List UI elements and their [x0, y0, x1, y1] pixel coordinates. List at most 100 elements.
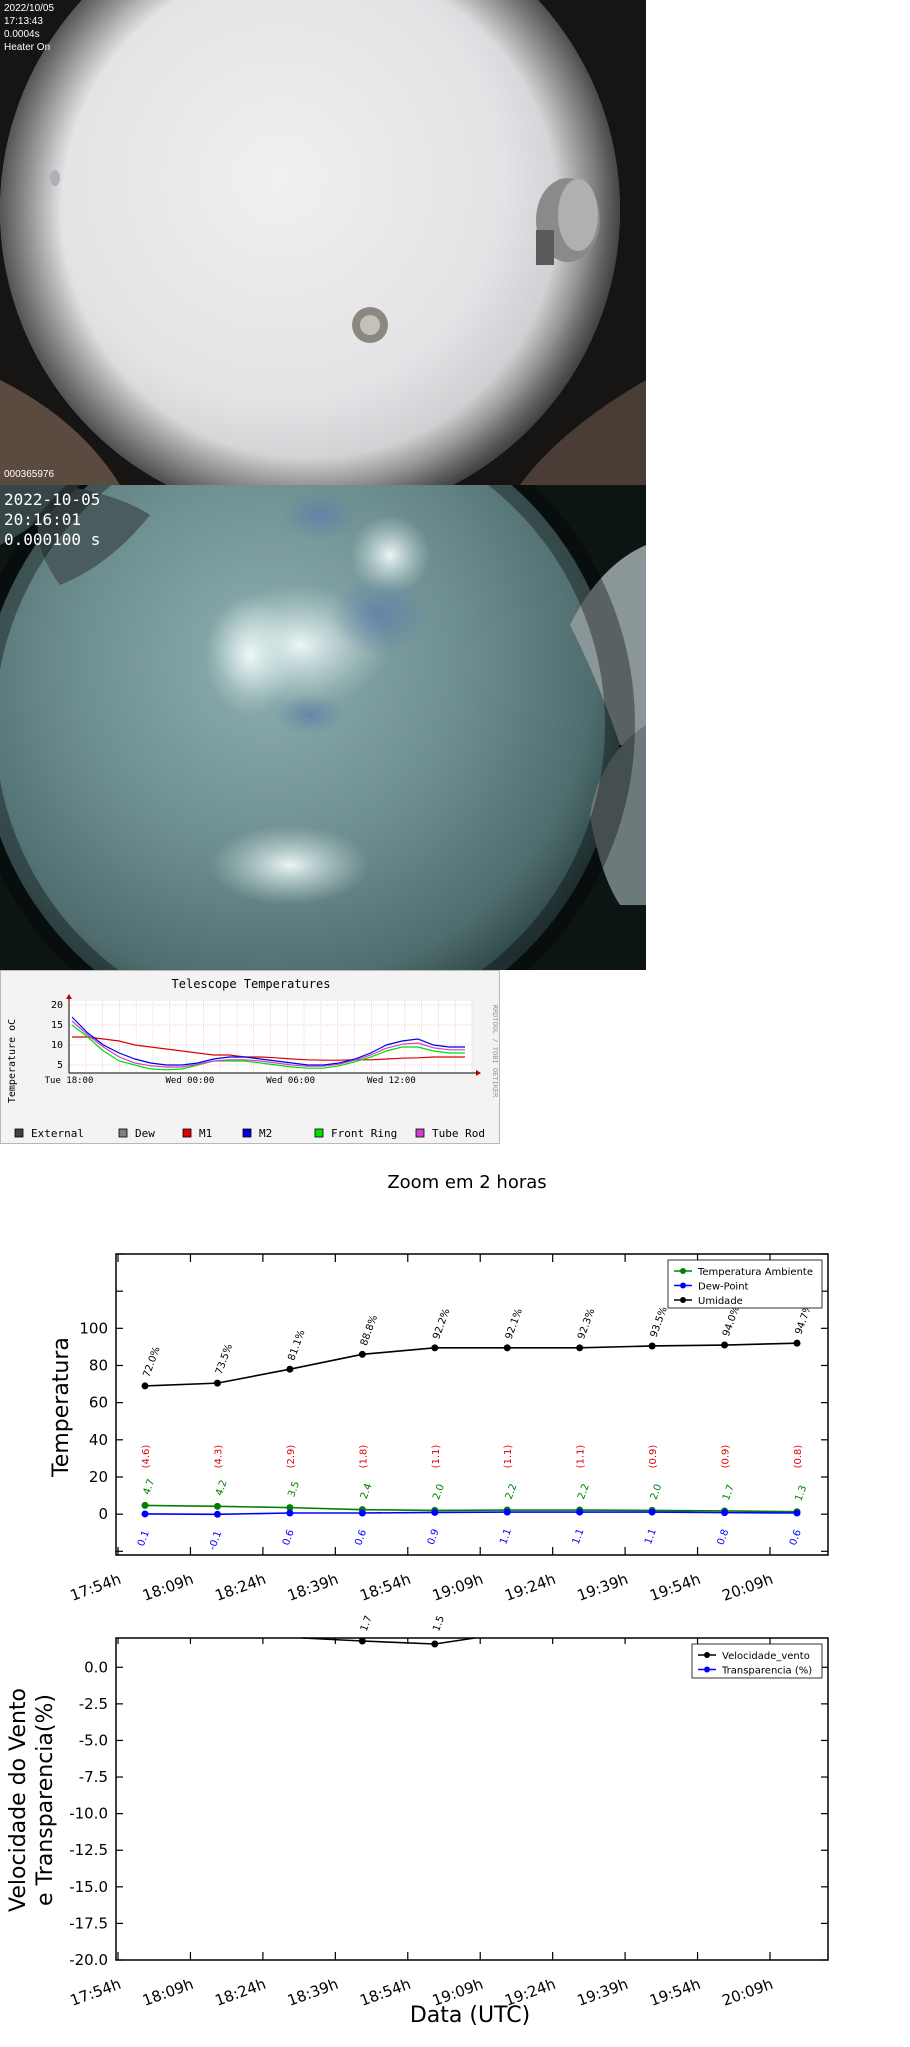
top-legend-label: Umidade [698, 1296, 743, 1307]
top-series-line [144, 1511, 798, 1516]
top-difference-label: (4.6) [141, 1445, 152, 1469]
top-difference-label: (1.1) [431, 1445, 442, 1469]
telescope-series-line [71, 1024, 465, 1071]
top-x-tick-label: 19:54h [647, 1570, 703, 1605]
top-series-point [141, 1501, 149, 1509]
telescope-legend-label: Dew [135, 1127, 155, 1140]
top-series-point [431, 1344, 439, 1352]
allsky-camera-1-image: 2022/10/05 17:13:43 0.0004s Heater On 00… [0, 0, 646, 485]
top-series-point [141, 1510, 149, 1518]
bottom-x-tick-label: 18:24h [213, 1975, 269, 2010]
top-series-data-label: 1.1 [643, 1527, 659, 1546]
top-series-data-label: 2.0 [649, 1483, 665, 1502]
top-series-point [213, 1502, 221, 1510]
bottom-y-tick-label: -17.5 [69, 1914, 108, 1932]
telescope-legend-swatch [182, 1128, 192, 1138]
top-legend-marker [680, 1282, 686, 1289]
top-series-point [503, 1344, 511, 1352]
bottom-x-tick-label: 19:54h [647, 1975, 703, 2010]
camera-1-time: 17:13:43 [4, 16, 43, 27]
top-series-data-label: 2.2 [504, 1482, 520, 1501]
telescope-y-tick-label: 20 [51, 1000, 63, 1011]
top-series-data-label: 1.3 [793, 1484, 809, 1503]
top-difference-label: (2.9) [286, 1445, 297, 1469]
telescope-temperatures-chart: Telescope Temperatures Temperature oC RR… [0, 970, 500, 1144]
top-legend-label: Dew-Point [698, 1282, 749, 1293]
top-series-point [141, 1382, 149, 1390]
bottom-x-tick-label: 18:39h [285, 1975, 341, 2010]
top-series-data-label: 1.1 [498, 1527, 514, 1546]
camera-1-date: 2022/10/05 [4, 3, 55, 14]
top-series-data-label: 4.7 [141, 1478, 157, 1497]
top-series-point [576, 1344, 584, 1352]
top-x-tick-label: 19:09h [430, 1570, 486, 1605]
top-y-tick-label: 60 [89, 1394, 108, 1412]
top-series-data-label: 0.8 [716, 1528, 732, 1547]
top-difference-label: (1.1) [576, 1445, 587, 1469]
top-series-point [576, 1508, 584, 1516]
top-series-point [793, 1339, 801, 1347]
telescope-y-tick-label: 5 [57, 1060, 63, 1071]
telescope-x-tick-label: Wed 12:00 [367, 1076, 416, 1086]
telescope-series-line [72, 1036, 465, 1061]
telescope-legend-label: Front Ring [331, 1127, 397, 1140]
top-series-point [213, 1379, 221, 1387]
telescope-chart-side-label: RRDTOOL / TOBI OETIKER [491, 1005, 499, 1099]
camera-2-exposure: 0.000100 s [4, 530, 101, 549]
top-series-point [721, 1341, 729, 1349]
bottom-y-tick-label: -12.5 [69, 1841, 108, 1859]
camera-1-heater-status: Heater On [4, 42, 51, 53]
bottom-x-tick-label: 19:39h [575, 1975, 631, 2010]
telescope-temperatures-plot: Telescope Temperatures Temperature oC RR… [7, 977, 499, 1140]
bottom-x-tick-label: 20:09h [720, 1975, 776, 2010]
top-legend-marker [680, 1268, 686, 1274]
top-axes-ylabel: Temperatura [49, 1337, 74, 1478]
top-y-tick-label: 100 [79, 1319, 108, 1337]
top-series-data-label: 0.6 [353, 1528, 369, 1547]
telescope-x-tick-label: Wed 06:00 [266, 1076, 315, 1086]
top-series-data-label: 2.4 [359, 1482, 375, 1501]
top-x-tick-label: 18:39h [285, 1570, 341, 1605]
top-series-point [286, 1504, 294, 1512]
telescope-y-axis-arrow [66, 994, 72, 999]
top-series-data-label: 3.5 [286, 1480, 302, 1499]
camera-2-time: 20:16:01 [4, 510, 82, 529]
allsky-camera-1-view [0, 0, 646, 485]
top-series-point [721, 1509, 729, 1517]
bottom-wind-data-label: 1.5 [431, 1614, 447, 1633]
top-x-tick-label: 18:24h [213, 1570, 269, 1605]
top-series-point [286, 1509, 294, 1517]
top-legend-marker [680, 1297, 686, 1303]
top-difference-label: (4.3) [213, 1445, 224, 1469]
top-y-tick-label: 40 [89, 1431, 108, 1449]
allsky-camera-2-image: 2022-10-05 20:16:01 0.000100 s [0, 485, 646, 970]
top-series-point [358, 1509, 366, 1517]
bottom-wind-point [358, 1637, 366, 1645]
top-legend-box [667, 1259, 823, 1309]
top-series-data-label: 1.7 [721, 1483, 737, 1502]
top-x-tick-label: 17:54h [68, 1570, 124, 1605]
telescope-legend-swatch [14, 1128, 24, 1138]
top-x-tick-label: 18:54h [357, 1570, 413, 1605]
bottom-legend-label: Transparencia (%) [721, 1666, 812, 1677]
top-series-data-label: 4.2 [214, 1479, 230, 1498]
telescope-x-tick-label: Tue 18:00 [45, 1076, 94, 1086]
telescope-chart-ylabel: Temperature oC [7, 1019, 18, 1103]
top-difference-label: (1.8) [358, 1445, 369, 1469]
top-series-data-label: 0.9 [426, 1528, 442, 1547]
bottom-y-tick-label: -15.0 [69, 1878, 108, 1896]
top-series-point [431, 1508, 439, 1516]
camera-1-frame-id: 000365976 [4, 469, 55, 480]
top-series-data-label: 2.2 [576, 1482, 592, 1501]
zoom-2h-figure: Zoom em 2 horas Temperatura 100 80 60 40 20 0… [6, 1172, 829, 2028]
top-series-data-label: 0.6 [281, 1528, 297, 1547]
top-y-tick-label: 80 [89, 1356, 108, 1374]
camera-2-date: 2022-10-05 [4, 490, 101, 509]
bottom-y-tick-label: -7.5 [79, 1768, 108, 1786]
top-series-line [144, 1504, 798, 1513]
bottom-axes-xlabel: Data (UTC) [410, 2003, 530, 2028]
telescope-legend-swatch [314, 1128, 324, 1138]
top-difference-label: (0.9) [648, 1445, 659, 1469]
top-x-tick-label: 18:09h [140, 1570, 196, 1605]
bottom-y-tick-label: 0.0 [84, 1658, 108, 1676]
